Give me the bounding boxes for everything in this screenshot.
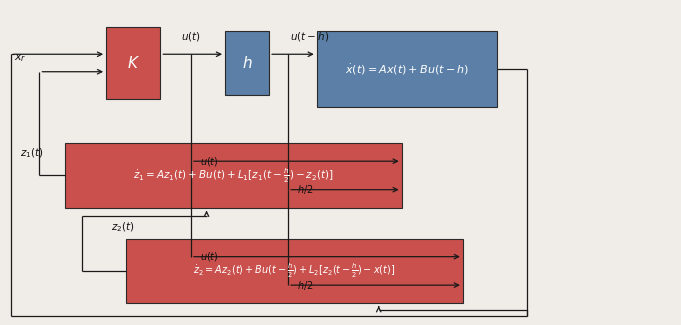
Text: $h/2$: $h/2$ (297, 279, 313, 292)
Text: $\dot{z}_1=Az_1(t)+Bu(t)+L_1[z_1(t-\frac{h}{2})-z_2(t)]$: $\dot{z}_1=Az_1(t)+Bu(t)+L_1[z_1(t-\frac… (133, 166, 334, 185)
Text: $u(t)$: $u(t)$ (200, 250, 219, 263)
FancyBboxPatch shape (317, 32, 497, 108)
FancyBboxPatch shape (127, 239, 463, 303)
Text: $\dot{z}_2=Az_2(t)+Bu(t-\frac{h}{2})+L_2[z_2(t-\frac{h}{2})-x(t)]$: $\dot{z}_2=Az_2(t)+Bu(t-\frac{h}{2})+L_2… (193, 262, 396, 280)
Text: $z_2(t)$: $z_2(t)$ (111, 220, 135, 234)
FancyBboxPatch shape (225, 32, 269, 95)
Text: $u(t-h)$: $u(t-h)$ (290, 30, 330, 43)
Text: $x_r$: $x_r$ (14, 52, 27, 64)
FancyBboxPatch shape (65, 143, 402, 208)
Text: $\dot{x}(t)=Ax(t)+Bu(t-h)$: $\dot{x}(t)=Ax(t)+Bu(t-h)$ (345, 62, 469, 77)
Text: $h$: $h$ (242, 55, 253, 71)
Text: $u(t)$: $u(t)$ (181, 30, 201, 43)
Text: $u(t)$: $u(t)$ (200, 155, 219, 168)
Text: $h/2$: $h/2$ (297, 183, 313, 196)
Text: $z_1(t)$: $z_1(t)$ (20, 146, 44, 160)
FancyBboxPatch shape (106, 27, 161, 99)
Text: $K$: $K$ (127, 55, 140, 71)
